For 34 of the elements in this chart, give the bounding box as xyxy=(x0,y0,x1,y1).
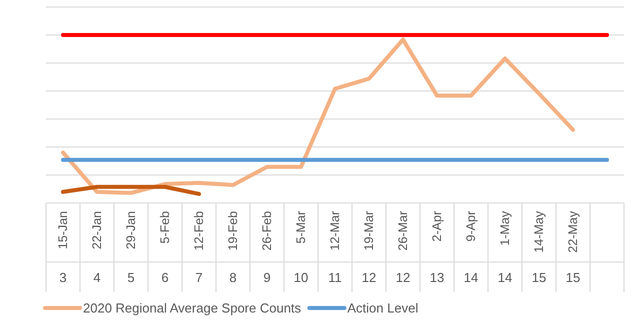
x-tick-label: 15-Jan xyxy=(56,210,70,250)
x-tick-label: 12-Mar xyxy=(328,211,342,251)
text: 15 xyxy=(532,270,546,285)
text: 12 xyxy=(362,270,376,285)
text: 14 xyxy=(498,270,512,285)
text: 4 xyxy=(93,270,101,285)
text: 5 xyxy=(127,270,135,285)
x-tick-label: 26-Feb xyxy=(260,210,274,251)
x-tick-label: 19-Mar xyxy=(362,211,376,251)
text: 10 xyxy=(294,270,308,285)
x-tick-label: 19-Feb xyxy=(226,210,240,251)
text: 11 xyxy=(328,270,342,285)
text: 15 xyxy=(566,270,580,285)
x-tick-label: 1-May xyxy=(498,210,512,246)
text: 9 xyxy=(263,270,271,285)
x-tick-label: 5-Feb xyxy=(158,210,172,244)
text: 8 xyxy=(229,270,237,285)
legend-label: 2020 Regional Average Spore Counts xyxy=(83,300,302,316)
text: 13 xyxy=(430,270,444,285)
x-tick-label: 29-Jan xyxy=(124,210,138,250)
x-tick-label: 22-Jan xyxy=(90,210,104,250)
text: 14 xyxy=(464,270,478,285)
text: 6 xyxy=(161,270,169,285)
x-tick-label: 5-Mar xyxy=(294,211,308,244)
text: 7 xyxy=(195,270,203,285)
x-tick-label: 14-May xyxy=(532,210,546,253)
text: 12 xyxy=(396,270,410,285)
x-tick-label: 12-Feb xyxy=(192,210,206,251)
x-tick-label: 9-Apr xyxy=(464,211,478,242)
legend-label: Action Level xyxy=(347,300,418,316)
x-tick-label: 22-May xyxy=(566,210,580,253)
x-tick-label: 2-Apr xyxy=(430,211,444,242)
text: 3 xyxy=(59,270,67,285)
x-tick-label: 26-Mar xyxy=(396,211,410,251)
